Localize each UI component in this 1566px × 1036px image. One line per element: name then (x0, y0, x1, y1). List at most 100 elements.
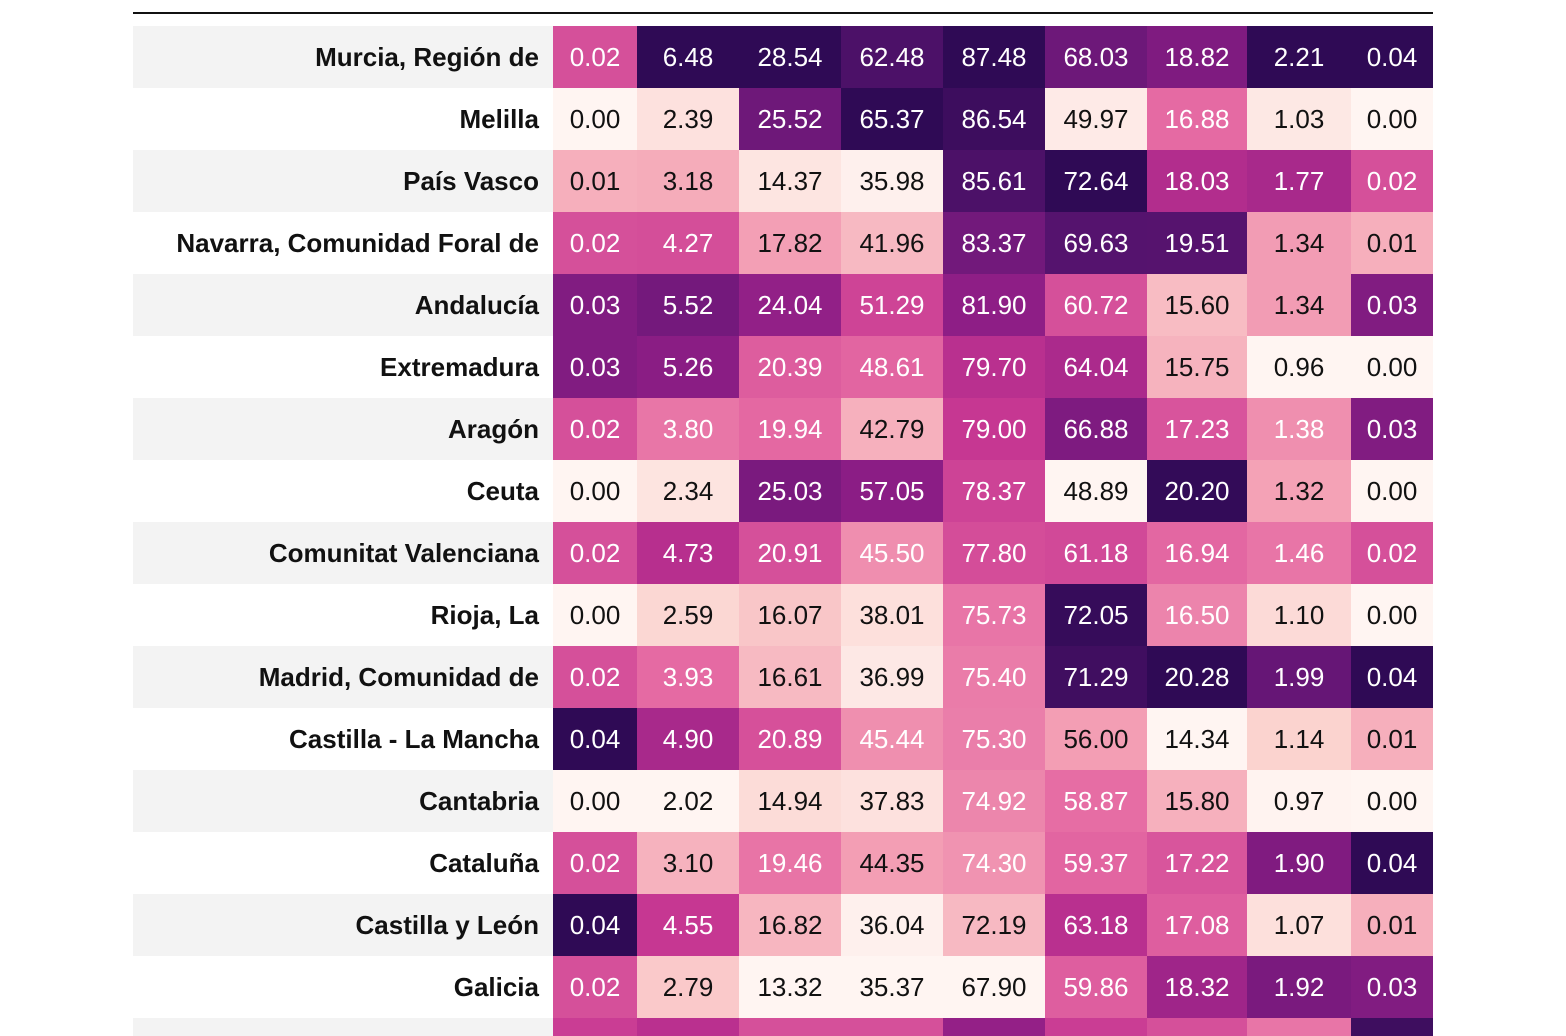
heatmap-cell: 1.07 (1247, 894, 1351, 956)
heatmap-cell: 45.44 (841, 708, 943, 770)
heatmap-cell: 3.80 (637, 398, 739, 460)
heatmap-cell: 75.30 (943, 708, 1045, 770)
heatmap-cell: 0.02 (553, 646, 637, 708)
table-row: Aragón 0.02 3.80 19.94 42.79 79.00 66.88 17.23 1… (133, 398, 1433, 460)
heatmap-cell: 20.91 (739, 522, 841, 584)
heatmap-cell: 1.77 (1247, 150, 1351, 212)
heatmap-cell: 25.52 (739, 88, 841, 150)
heatmap-cell: 86.54 (943, 88, 1045, 150)
heatmap-cell: 41.96 (841, 212, 943, 274)
heatmap-cell: 14.94 (739, 770, 841, 832)
heatmap-cell: 0.02 (553, 212, 637, 274)
heatmap-cell: 48.89 (1045, 460, 1147, 522)
top-rule (133, 12, 1433, 14)
heatmap-cell: 67.90 (943, 956, 1045, 1018)
row-label: Extremadura (133, 336, 553, 398)
heatmap-cell: 49.97 (1045, 88, 1147, 150)
heatmap-cell: 0.00 (1351, 336, 1433, 398)
heatmap-cell: 56.00 (1045, 708, 1147, 770)
heatmap-cell: 19.51 (1147, 212, 1247, 274)
heatmap-cell: 2.59 (637, 584, 739, 646)
heatmap-cell: 19.94 (739, 398, 841, 460)
heatmap-cell: 1.03 (1247, 88, 1351, 150)
heatmap-cell: 16.88 (1147, 88, 1247, 150)
heatmap-cell: 48.61 (841, 336, 943, 398)
heatmap-cell: 17.22 (1147, 832, 1247, 894)
heatmap-cell: 71.29 (1045, 646, 1147, 708)
heatmap-cell: 74.92 (943, 770, 1045, 832)
heatmap-cell: 0.00 (553, 584, 637, 646)
heatmap-cell: 0.00 (553, 88, 637, 150)
heatmap-grid: Murcia, Región de 0.02 6.48 28.54 62.48 87.48… (133, 26, 1433, 1036)
heatmap-cell: 0.03 (1351, 274, 1433, 336)
table-row: Castilla y León 0.04 4.55 16.82 36.04 72.19 63… (133, 894, 1433, 956)
table-row: Galicia 0.02 2.79 13.32 35.37 67.90 59.86 18.32… (133, 956, 1433, 1018)
heatmap-cell: 74.30 (943, 832, 1045, 894)
heatmap-cell: 72.64 (1045, 150, 1147, 212)
heatmap-cell: 0.02 (553, 26, 637, 88)
row-label: Murcia, Región de (133, 26, 553, 88)
table-row: Murcia, Región de 0.02 6.48 28.54 62.48 87.48… (133, 26, 1433, 88)
heatmap-cell: 78.37 (943, 460, 1045, 522)
row-label: Comunitat Valenciana (133, 522, 553, 584)
heatmap-cell: 16.50 (1147, 584, 1247, 646)
row-label: Castilla y León (133, 894, 553, 956)
heatmap-cell: 75.73 (943, 584, 1045, 646)
heatmap-cell-partial (841, 1018, 943, 1036)
heatmap-cell: 0.02 (553, 398, 637, 460)
heatmap-cell: 0.00 (1351, 460, 1433, 522)
table-row: Madrid, Comunidad de 0.02 3.93 16.61 36.99 75… (133, 646, 1433, 708)
heatmap-cell: 3.10 (637, 832, 739, 894)
row-label: Galicia (133, 956, 553, 1018)
table-row: Extremadura 0.03 5.26 20.39 48.61 79.70 64.04 1… (133, 336, 1433, 398)
row-label: Aragón (133, 398, 553, 460)
heatmap-cell: 60.72 (1045, 274, 1147, 336)
heatmap-cell: 16.82 (739, 894, 841, 956)
row-label: Ceuta (133, 460, 553, 522)
heatmap-cell: 1.92 (1247, 956, 1351, 1018)
heatmap-cell: 75.40 (943, 646, 1045, 708)
heatmap-cell: 0.02 (1351, 150, 1433, 212)
heatmap-cell: 0.01 (1351, 708, 1433, 770)
table-row: País Vasco 0.01 3.18 14.37 35.98 85.61 72.64 18… (133, 150, 1433, 212)
heatmap-cell: 59.86 (1045, 956, 1147, 1018)
heatmap-cell: 1.34 (1247, 274, 1351, 336)
heatmap-cell: 15.75 (1147, 336, 1247, 398)
heatmap-cell: 17.23 (1147, 398, 1247, 460)
heatmap-cell: 0.00 (1351, 88, 1433, 150)
table-row: Rioja, La 0.00 2.59 16.07 38.01 75.73 72.05 16.… (133, 584, 1433, 646)
row-label: Cataluña (133, 832, 553, 894)
heatmap-cell: 4.73 (637, 522, 739, 584)
heatmap-cell: 1.90 (1247, 832, 1351, 894)
heatmap-cell: 17.08 (1147, 894, 1247, 956)
heatmap-cell-partial (637, 1018, 739, 1036)
heatmap-cell: 18.03 (1147, 150, 1247, 212)
heatmap-cell: 18.82 (1147, 26, 1247, 88)
heatmap-cell: 37.83 (841, 770, 943, 832)
heatmap-cell: 2.39 (637, 88, 739, 150)
heatmap-cell: 0.01 (1351, 212, 1433, 274)
table-row: Ceuta 0.00 2.34 25.03 57.05 78.37 48.89 20.20 1.… (133, 460, 1433, 522)
row-label: Navarra, Comunidad Foral de (133, 212, 553, 274)
heatmap-cell: 83.37 (943, 212, 1045, 274)
heatmap-cell: 3.93 (637, 646, 739, 708)
heatmap-cell: 64.04 (1045, 336, 1147, 398)
heatmap-cell: 68.03 (1045, 26, 1147, 88)
heatmap-cell: 19.46 (739, 832, 841, 894)
heatmap-cell: 0.03 (553, 336, 637, 398)
table-row: Comunitat Valenciana 0.02 4.73 20.91 45.50 77… (133, 522, 1433, 584)
heatmap-cell: 1.99 (1247, 646, 1351, 708)
heatmap-cell: 15.60 (1147, 274, 1247, 336)
heatmap-cell: 3.18 (637, 150, 739, 212)
heatmap-cell: 35.37 (841, 956, 943, 1018)
heatmap-cell: 2.02 (637, 770, 739, 832)
heatmap-cell: 20.28 (1147, 646, 1247, 708)
heatmap-cell: 42.79 (841, 398, 943, 460)
heatmap-cell: 0.02 (553, 956, 637, 1018)
heatmap-cell: 15.80 (1147, 770, 1247, 832)
heatmap-cell: 4.27 (637, 212, 739, 274)
heatmap-cell: 0.01 (1351, 894, 1433, 956)
heatmap-cell-partial (943, 1018, 1045, 1036)
heatmap-cell: 16.94 (1147, 522, 1247, 584)
heatmap-cell: 44.35 (841, 832, 943, 894)
